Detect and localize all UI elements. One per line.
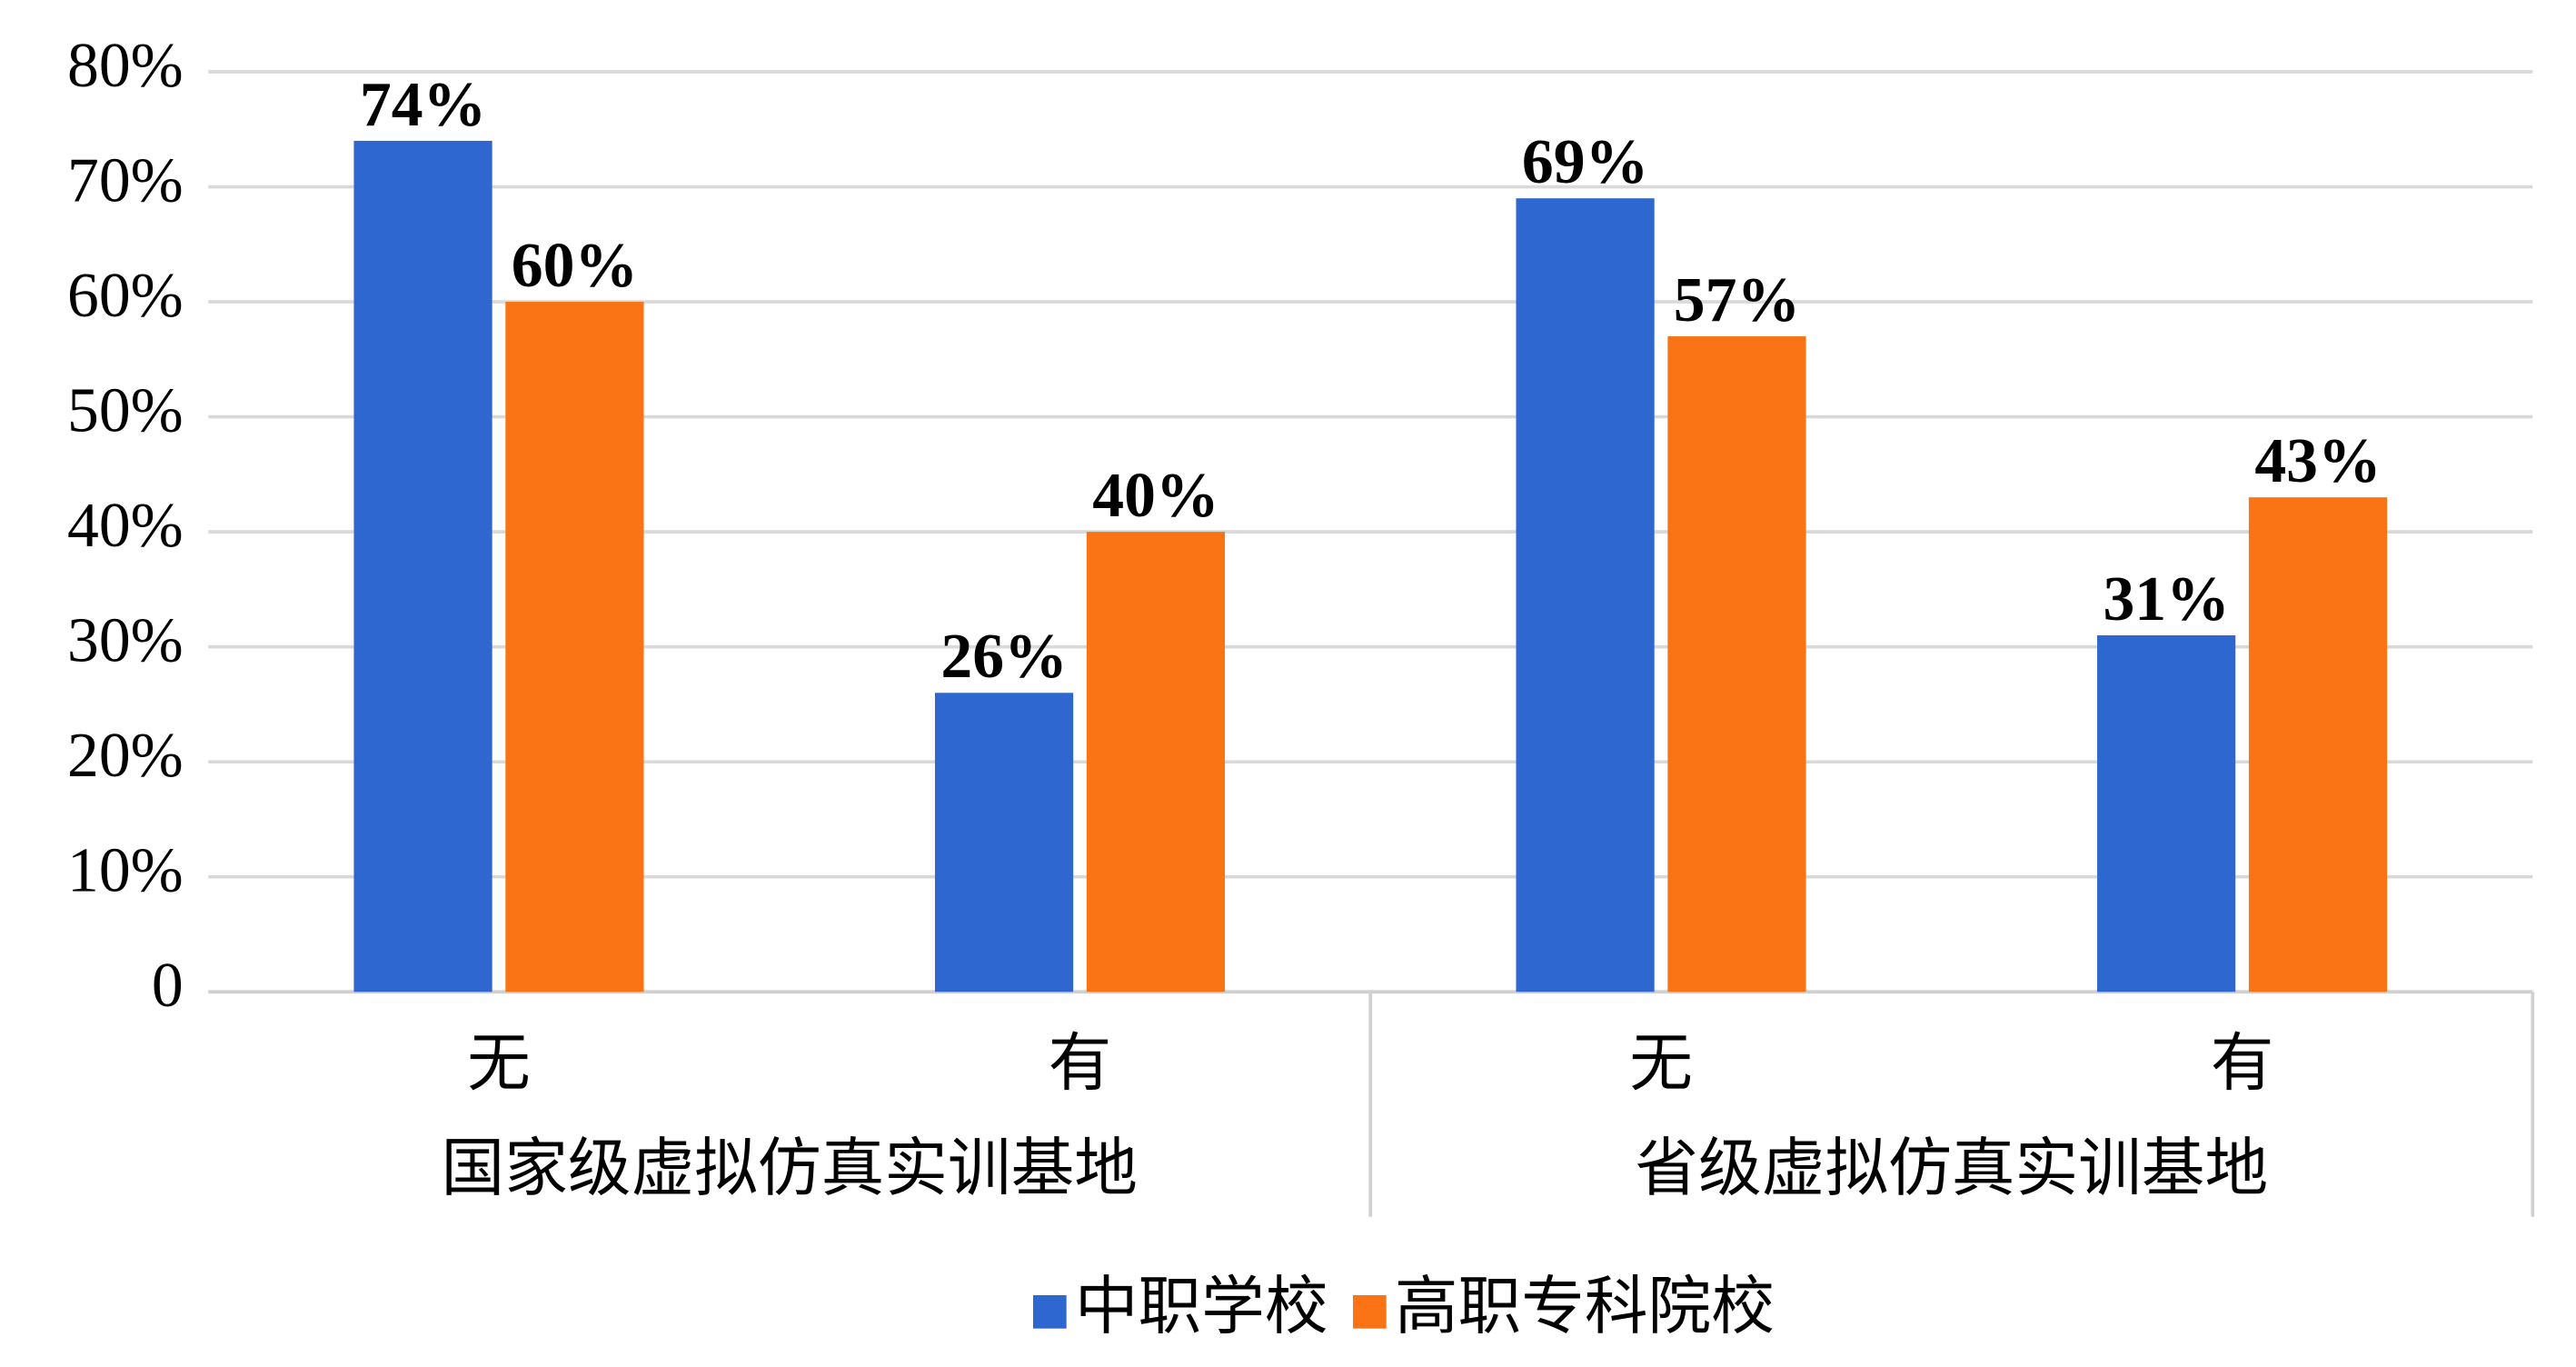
x-tick-label: 无 — [1629, 1029, 1693, 1099]
bar — [1086, 532, 1226, 993]
bar — [353, 140, 492, 993]
data-label: 74% — [360, 70, 486, 140]
bar — [505, 302, 644, 993]
y-tick-label: 60% — [67, 261, 184, 331]
legend-label: 中职学校 — [1075, 1272, 1328, 1342]
bar — [2097, 635, 2236, 993]
data-label: 69% — [1522, 127, 1648, 197]
legend-label: 高职专科院校 — [1395, 1272, 1775, 1342]
group-label: 国家级虚拟仿真实训基地 — [442, 1134, 1138, 1204]
group-label: 省级虚拟仿真实训基地 — [1635, 1134, 2268, 1204]
data-label: 26% — [940, 622, 1067, 692]
y-tick-label: 70% — [67, 146, 184, 216]
bar — [1667, 336, 1806, 993]
legend-swatch — [1353, 1294, 1387, 1329]
x-tick-label: 有 — [2211, 1029, 2274, 1099]
legend-swatch — [1032, 1294, 1067, 1329]
data-label: 60% — [512, 231, 638, 301]
y-tick-label: 40% — [67, 491, 184, 561]
data-label: 57% — [1674, 265, 1800, 335]
y-tick-label: 80% — [67, 31, 184, 101]
bar — [1516, 198, 1655, 993]
data-label: 31% — [2103, 564, 2229, 634]
data-label: 43% — [2254, 426, 2381, 496]
bar — [934, 693, 1074, 993]
data-label: 40% — [1092, 461, 1218, 531]
x-tick-label: 无 — [467, 1029, 531, 1099]
y-tick-label: 0 — [152, 951, 184, 1021]
y-tick-label: 20% — [67, 721, 184, 791]
bar — [2248, 497, 2388, 993]
x-tick-label: 有 — [1049, 1029, 1112, 1099]
y-tick-label: 50% — [67, 376, 184, 446]
y-tick-label: 30% — [67, 606, 184, 676]
y-tick-label: 10% — [67, 836, 184, 906]
